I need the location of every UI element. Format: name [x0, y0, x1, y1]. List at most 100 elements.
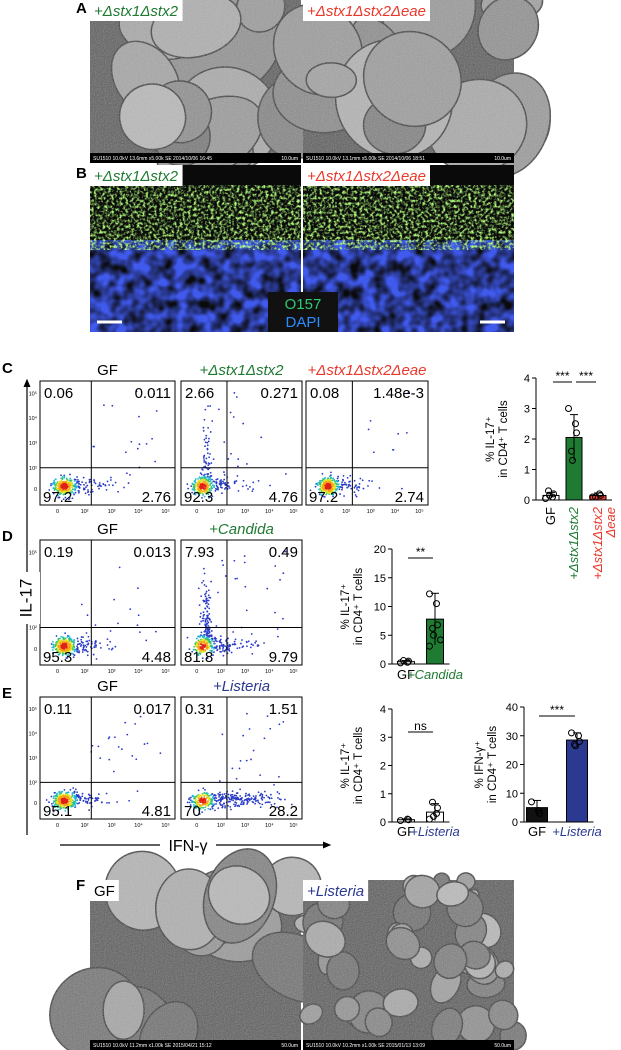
quadrant-value: 2.66: [185, 385, 214, 402]
event-dot: [77, 478, 79, 481]
event-dot: [60, 635, 63, 638]
event-dot: [82, 636, 84, 638]
event-dot: [215, 482, 218, 485]
event-dot: [62, 800, 65, 803]
legend-o157: O157: [285, 296, 322, 313]
event-dot: [207, 599, 210, 602]
event-dot: [252, 488, 255, 491]
event-dot: [95, 645, 97, 648]
event-dot: [203, 572, 206, 575]
event-dot: [91, 490, 94, 493]
event-dot: [199, 472, 202, 474]
event-dot: [94, 642, 96, 645]
significance-label: ***: [579, 369, 593, 383]
event-dot: [213, 637, 216, 640]
event-dot: [355, 495, 358, 498]
data-point: [405, 657, 412, 665]
event-dot: [221, 806, 224, 809]
event-dot: [237, 489, 240, 492]
data-point: [429, 624, 436, 632]
event-dot: [208, 496, 210, 499]
event-dot: [212, 480, 215, 483]
event-dot: [274, 565, 277, 567]
event-dot: [322, 493, 324, 496]
y-tick-label: 4: [524, 373, 530, 385]
event-dot: [205, 434, 208, 437]
event-dot: [129, 608, 132, 611]
event-dot: [103, 404, 105, 407]
event-dot: [63, 788, 66, 791]
event-dot: [224, 483, 226, 485]
event-dot: [67, 653, 70, 656]
event-dot: [212, 642, 215, 645]
event-dot: [359, 477, 362, 480]
event-dot: [207, 480, 210, 483]
event-dot: [321, 472, 324, 475]
data-point: [535, 807, 542, 814]
event-dot: [340, 483, 343, 486]
event-dot: [200, 804, 202, 807]
event-dot: [198, 805, 200, 808]
event-dot: [108, 484, 111, 486]
event-dot: [207, 493, 210, 496]
event-dot: [328, 475, 331, 478]
event-dot: [230, 798, 233, 801]
event-dot: [223, 793, 226, 795]
event-dot: [203, 460, 206, 463]
event-dot: [69, 477, 72, 480]
event-dot: [207, 629, 210, 632]
event-dot: [193, 795, 196, 798]
event-dot: [68, 497, 71, 499]
event-dot: [123, 486, 125, 489]
event-dot: [245, 798, 248, 801]
event-dot: [208, 802, 210, 804]
bar: [566, 739, 588, 823]
y-tick-label: 2: [524, 434, 530, 446]
event-dot: [72, 656, 75, 659]
event-dot: [201, 800, 204, 802]
event-dot: [247, 794, 249, 796]
event-dot: [94, 624, 97, 627]
event-dot: [205, 600, 208, 603]
event-dot: [242, 802, 245, 805]
event-dot: [61, 654, 64, 657]
event-dot: [202, 490, 204, 493]
event-dot: [224, 575, 227, 577]
dapi-signal: [303, 240, 514, 332]
event-dot: [354, 494, 357, 496]
flow-plot: GF0.190.01395.34.48010²10³10⁴10⁵10⁵10⁴10…: [29, 521, 176, 675]
event-dot: [99, 646, 102, 649]
event-dot: [53, 645, 56, 648]
event-dot: [78, 491, 80, 494]
event-dot: [223, 474, 226, 476]
image-caption: +Δstx1Δstx2: [94, 3, 179, 20]
event-dot: [71, 497, 74, 500]
event-dot: [71, 488, 74, 491]
event-dot: [108, 647, 110, 650]
event-dot: [242, 422, 245, 425]
event-dot: [207, 440, 210, 443]
event-dot: [357, 489, 360, 492]
quadrant-value: 97.2: [309, 489, 338, 506]
quadrant-value: 7.93: [185, 544, 214, 561]
event-dot: [219, 635, 222, 638]
event-dot: [127, 482, 130, 484]
event-dot: [77, 640, 79, 643]
event-dot: [80, 638, 83, 641]
x-tick-label: 10⁴: [265, 508, 274, 515]
event-dot: [244, 585, 247, 588]
event-dot: [249, 646, 252, 649]
event-dot: [87, 797, 90, 800]
event-dot: [61, 476, 64, 478]
event-dot: [85, 486, 87, 489]
event-dot: [209, 484, 211, 487]
x-tick-label: 10³: [108, 823, 116, 829]
event-dot: [191, 650, 194, 653]
event-dot: [61, 478, 64, 480]
event-dot: [263, 737, 266, 740]
event-dot: [100, 801, 103, 804]
event-dot: [57, 806, 60, 809]
data-point: [426, 642, 433, 650]
event-dot: [61, 805, 64, 807]
x-tick-label: 10²: [217, 823, 225, 829]
